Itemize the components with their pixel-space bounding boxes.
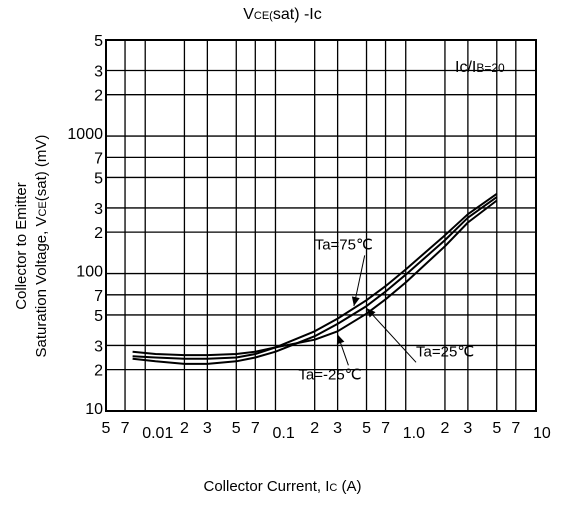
x-tick-label: 2 [310,420,319,437]
x-tick-label: 3 [463,420,472,437]
y-tick-label: 3 [94,63,103,80]
x-tick-label: 7 [121,420,130,437]
chart-title: VCE(sat) -Ic [243,6,322,23]
arrow-head [366,308,376,318]
x-tick-label: 3 [333,420,342,437]
plot-frame [105,39,537,412]
y-tick-label: 10 [85,401,103,418]
y-tick-label: 2 [94,363,103,380]
series-label: Ta=75℃ [315,236,373,253]
series-line-1 [132,192,498,360]
x-tick-label: 0.1 [272,425,294,442]
x-tick-label: 7 [511,420,520,437]
series-label: Ta=25℃ [416,343,474,360]
y-tick-label: 7 [94,288,103,305]
y-tick-labels: 10 2 3 5 7 100 2 3 5 7 1000 2 3 5 [67,33,103,418]
x-tick-label: 5 [102,420,111,437]
y-tick-label: 1000 [67,126,103,143]
grid [106,40,536,411]
series-lines [132,192,498,365]
y-tick-label: 5 [94,170,103,187]
series-line-2 [132,196,498,365]
y-tick-label: 2 [94,225,103,242]
annotation-leader [366,307,417,363]
y-tick-label: 5 [94,33,103,50]
condition-text: Ic/IB=20 [455,59,505,76]
arrow-head [336,334,345,345]
x-tick-label: 10 [533,425,551,442]
x-tick-label: 5 [362,420,371,437]
x-tick-label: 2 [180,420,189,437]
y-tick-label: 3 [94,201,103,218]
y-tick-label: 7 [94,150,103,167]
x-tick-label: 7 [381,420,390,437]
x-tick-label: 1.0 [403,425,425,442]
y-tick-label: 2 [94,88,103,105]
y-tick-label: 100 [76,264,103,281]
x-tick-label: 7 [251,420,260,437]
x-tick-label: 2 [440,420,449,437]
x-tick-labels: 5 7 2 3 5 7 2 3 5 7 2 3 5 70.01 0.1 1.0 10 [102,420,551,442]
x-tick-label: 0.01 [142,425,173,442]
annotations: Ta=75℃ Ta=25℃ Ta=-25℃ [298,236,474,383]
x-axis-label: Collector Current, IC (A) [203,478,362,495]
condition-label: Ic/IB=20 [455,59,505,76]
x-tick-label: 3 [203,420,212,437]
x-tick-label: 5 [492,420,501,437]
series-line-3 [132,199,498,357]
y-tick-label: 3 [94,338,103,355]
series-label: Ta=-25℃ [298,366,361,383]
x-tick-label: 5 [232,420,241,437]
arrow-head [351,296,360,307]
y-tick-label: 5 [94,308,103,325]
